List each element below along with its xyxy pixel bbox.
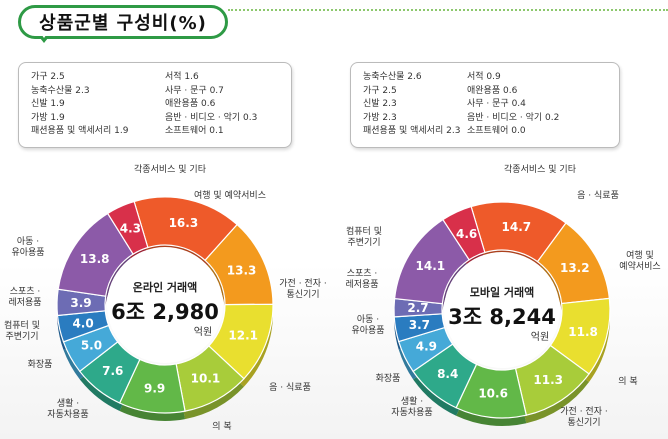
slice-value-label: 4.9 <box>416 340 437 354</box>
slice-value-label: 7.6 <box>102 364 123 378</box>
donut-chart-online: 16.3 13.3 12.1 10.1 9.9 7.65.0 4.0 3.9 13.8 4.3 온라… <box>4 163 327 432</box>
center-label: 온라인 거래액 <box>133 280 198 294</box>
slice-value-label: 11.3 <box>533 373 563 387</box>
legend-item: 가구 2.5 <box>31 72 65 82</box>
legend-item: 패션용품 및 액세서리 2.3 <box>363 126 461 136</box>
slice-value-label: 13.2 <box>560 261 590 275</box>
category-label: 의 복 <box>212 421 231 432</box>
mobile-legend-col2: 서적 0.9 애완용품 0.6 사무 · 문구 0.4 음반 · 비디오 · 악… <box>467 71 559 139</box>
slice-value-label: 11.8 <box>568 325 598 339</box>
legend-item: 패션용품 및 액세서리 1.9 <box>31 126 129 136</box>
legend-item: 신발 2.3 <box>363 99 397 109</box>
category-label: 음 · 식료품 <box>269 382 311 393</box>
slice-value-label: 9.9 <box>144 381 165 395</box>
legend-item: 서적 1.6 <box>165 72 199 82</box>
legend-item: 음반 · 비디오 · 악기 0.2 <box>467 112 560 123</box>
title-bubble: 상품군별 구성비(%) <box>18 5 228 39</box>
slice-value-label: 16.3 <box>169 216 199 230</box>
category-label: 음 · 식료품 <box>577 190 619 201</box>
slice-value-label: 2.7 <box>407 301 428 315</box>
slice-value-label: 8.4 <box>437 367 458 381</box>
category-label: 아동 · 유아용품 <box>11 236 44 258</box>
legend-item: 가방 1.9 <box>31 112 65 123</box>
slice-value-label: 14.7 <box>502 220 532 234</box>
legend-item: 농축수산물 2.3 <box>31 85 90 96</box>
slice-value-label: 4.0 <box>72 317 93 331</box>
page-title: 상품군별 구성비(%) <box>39 13 207 34</box>
legend-item: 사무 · 문구 0.7 <box>165 85 224 96</box>
legend-item: 소프트웨어 0.0 <box>467 126 526 136</box>
category-label: 컴퓨터 및 주변기기 <box>4 319 40 342</box>
legend-item: 신발 1.9 <box>31 99 65 109</box>
mobile-legend-box: 농축수산물 2.6 가구 2.5 신발 2.3 가방 2.3 패션용품 및 액세… <box>350 62 620 148</box>
slice-value-label: 12.1 <box>228 329 258 343</box>
donut-slice <box>106 200 149 255</box>
center-unit: 억원 <box>194 326 212 338</box>
online-legend-box: 가구 2.5 농축수산물 2.3 신발 1.9 가방 1.9 패션용품 및 액세… <box>18 62 292 148</box>
donut-hole <box>107 247 223 363</box>
category-label: 아동 · 유아용품 <box>351 314 384 336</box>
category-label: 컴퓨터 및 주변기기 <box>346 225 382 248</box>
category-label: 각종서비스 및 기타 <box>134 163 207 175</box>
slice-value-label: 4.6 <box>456 227 477 241</box>
donut-hole <box>444 252 560 368</box>
slice-value-label: 13.3 <box>227 264 257 278</box>
center-value: 6조 2,980 <box>111 300 219 324</box>
online-legend-col1: 가구 2.5 농축수산물 2.3 신발 1.9 가방 1.9 패션용품 및 액세… <box>31 71 128 139</box>
slice-value-label: 3.7 <box>409 318 430 332</box>
legend-item: 애완용품 0.6 <box>467 85 518 96</box>
mobile-legend-col1: 농축수산물 2.6 가구 2.5 신발 2.3 가방 2.3 패션용품 및 액세… <box>363 71 460 139</box>
category-label: 화장품 <box>28 359 53 370</box>
legend-item: 소프트웨어 0.1 <box>165 126 224 136</box>
legend-item: 애완용품 0.6 <box>165 99 216 109</box>
online-legend-col2: 서적 1.6 사무 · 문구 0.7 애완용품 0.6 음반 · 비디오 · 악… <box>165 71 257 139</box>
category-label: 스포츠 · 레저용품 <box>8 286 41 308</box>
category-label: 여행 및 예약서비스 <box>619 249 660 272</box>
category-label: 여행 및 예약서비스 <box>194 189 266 201</box>
center-value: 3조 8,244 <box>448 305 556 329</box>
category-label: 스포츠 · 레저용품 <box>345 268 378 290</box>
category-label: 가전 · 전자 · 통신기기 <box>560 406 607 428</box>
category-label: 가전 · 전자 · 통신기기 <box>279 278 326 300</box>
legend-item: 사무 · 문구 0.4 <box>467 99 526 109</box>
category-label: 각종서비스 및 기타 <box>504 163 577 175</box>
slice-value-label: 13.8 <box>80 252 110 266</box>
legend-item: 서적 0.9 <box>467 72 501 82</box>
slice-value-label: 14.1 <box>416 259 446 273</box>
category-label: 생활 · 자동차용품 <box>47 397 88 420</box>
category-label: 생활 · 자동차용품 <box>391 395 432 418</box>
center-label: 모바일 거래액 <box>470 285 535 299</box>
donut-chart-mobile: 14.7 13.2 11.8 11.3 10.6 8.44.9 3.7 2.7 14.1 4.6 모… <box>345 163 660 428</box>
category-label: 의 복 <box>618 376 637 387</box>
legend-item: 농축수산물 2.6 <box>363 72 422 82</box>
legend-item: 가방 2.3 <box>363 112 397 123</box>
center-unit: 억원 <box>531 331 549 343</box>
legend-item: 가구 2.5 <box>363 85 397 96</box>
top-divider <box>228 9 668 11</box>
slice-value-label: 4.3 <box>120 221 141 235</box>
slice-value-label: 5.0 <box>81 339 102 353</box>
slice-value-label: 10.1 <box>191 372 221 386</box>
donut-slice <box>442 205 486 261</box>
legend-item: 음반 · 비디오 · 악기 0.3 <box>165 112 258 123</box>
slice-value-label: 3.9 <box>70 296 91 310</box>
slice-value-label: 10.6 <box>478 387 508 401</box>
category-label: 화장품 <box>376 373 401 384</box>
